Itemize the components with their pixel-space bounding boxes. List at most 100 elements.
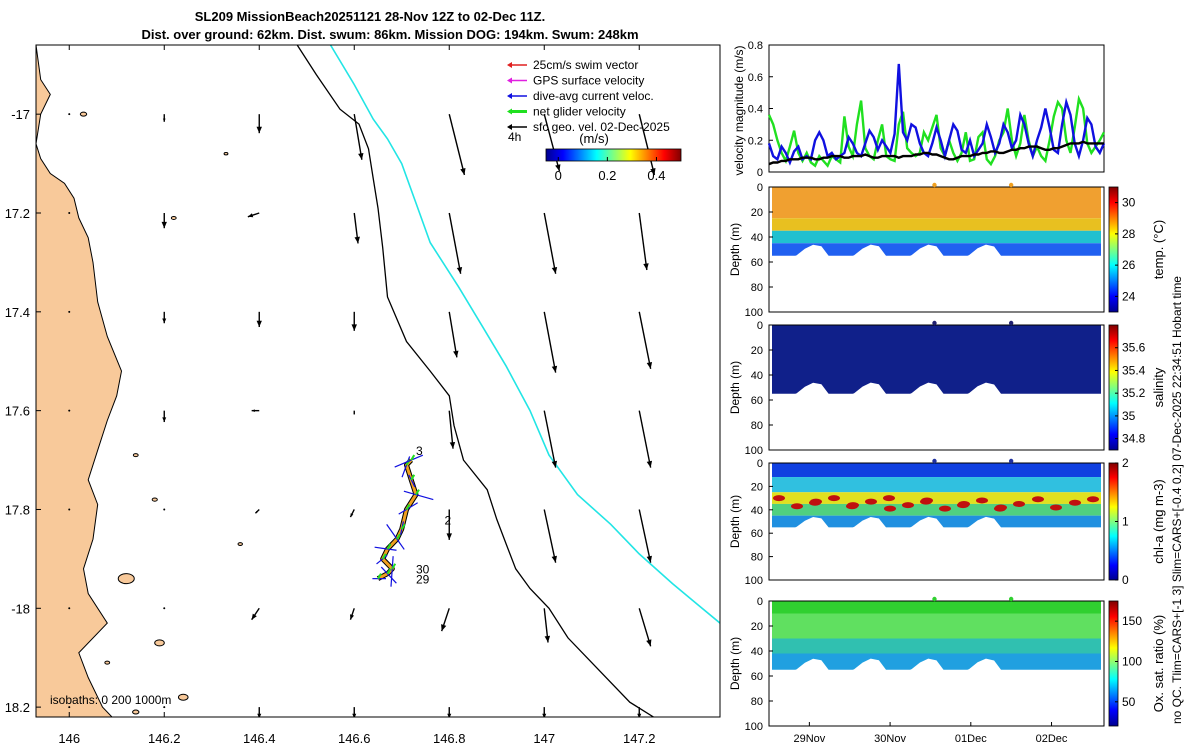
geo-arrow-head (646, 361, 653, 369)
time-xtick-label-0: 29Nov (793, 733, 825, 745)
geo-arrow-head (555, 164, 561, 172)
geo-arrow-head (256, 126, 262, 134)
island-10 (104, 660, 111, 665)
velocity-series-dive_avg (767, 63, 1106, 166)
temperature-colorbar (1108, 186, 1119, 313)
oxygen-ytick-label-0: 0 (757, 596, 763, 608)
dive-avg-vector (390, 568, 393, 587)
chl-max-patch (773, 495, 785, 502)
dive-avg-vector (411, 454, 424, 461)
geo-arrow-dot (68, 706, 71, 709)
time-xtick-label-3: 02Dec (1036, 733, 1068, 745)
island-0 (79, 111, 88, 117)
dive-avg-vector (398, 508, 407, 515)
geo-arrow-head (162, 318, 167, 324)
salinity-colorbar (1108, 324, 1119, 451)
map-ytick-label-0: -17 (11, 107, 30, 122)
dive-avg-vector (394, 459, 412, 468)
geo-arrow-dot (68, 310, 71, 313)
geo-arrow-head (162, 417, 167, 423)
oxygen-cbar-tick-label-1: 100 (1122, 654, 1142, 668)
chl-max-patch (976, 497, 988, 504)
salinity-ytick-label-5: 100 (745, 445, 763, 457)
oxygen-ytick-label-5: 100 (745, 721, 763, 733)
colorbar-tick-label-2: 0.4 (647, 168, 665, 183)
island-9 (132, 709, 140, 715)
legend-arrowhead-0 (507, 62, 512, 68)
chlorophyll-band-1 (772, 477, 1101, 493)
isobath-1000m (329, 45, 720, 624)
oxygen-band-0 (772, 601, 1101, 614)
oxygen-day-marker-0 (932, 596, 937, 602)
legend-label-3: net glider velocity (533, 105, 626, 119)
geo-arrow-head (358, 152, 364, 160)
map-xtick-label-3: 146.6 (338, 731, 371, 746)
dive-avg-vector (399, 529, 403, 535)
chl-max-patch (809, 499, 821, 506)
geo-arrow-dot (163, 607, 166, 610)
track-day-label-1: 2 (445, 513, 452, 527)
geo-arrow (543, 212, 557, 274)
geo-arrow-dot (68, 409, 71, 412)
map-ytick-label-5: -18 (11, 601, 30, 616)
geo-arrow (638, 608, 652, 647)
geo-arrow-dot (68, 212, 71, 214)
salinity-ytick-label-3: 60 (751, 395, 763, 407)
oxygen-ytick-label-1: 20 (751, 621, 763, 633)
geo-arrow-head (551, 555, 557, 563)
temperature-ytick-label-5: 100 (745, 307, 763, 319)
chlorophyll-cbar-label: chl-a (mg m-3) (1151, 479, 1166, 564)
island-2 (223, 152, 229, 156)
salinity-no-data-mask (769, 382, 1104, 450)
temperature-ylabel: Depth (m) (728, 223, 742, 276)
legend-label-0: 25cm/s swim vector (533, 58, 638, 72)
track-day-label-2: 30 (416, 563, 430, 577)
isobath-200m (296, 45, 654, 717)
velocity-ytick-label-3: 0.6 (748, 72, 763, 84)
geo-arrow-head (441, 624, 447, 632)
geo-arrow-head (161, 221, 167, 229)
salinity-ytick-label-2: 40 (751, 370, 763, 382)
temperature-band-2 (772, 230, 1101, 244)
geo-arrow-head (162, 118, 166, 122)
dive-avg-vector (374, 546, 388, 550)
chl-max-patch (846, 503, 858, 510)
chlorophyll-band-2 (772, 492, 1101, 504)
temperature-ytick-label-4: 80 (751, 282, 763, 294)
legend-arrowhead-1 (507, 77, 512, 84)
chlorophyll-ytick-label-5: 100 (745, 575, 763, 587)
oxygen-axes-frame (768, 600, 1105, 727)
geo-arrow (448, 311, 458, 358)
dive-avg-vector (380, 566, 388, 575)
map-ytick-label-1: 17.2 (5, 206, 30, 221)
velocity-ytick-label-0: 0 (757, 167, 763, 179)
salinity-ytick-label-0: 0 (757, 320, 763, 332)
temperature-day-marker-1 (1008, 182, 1014, 188)
geo-arrow (543, 509, 557, 563)
net-glider-vector (396, 533, 401, 540)
chlorophyll-band-0 (772, 463, 1101, 478)
net-glider-vector (410, 474, 416, 481)
geo-arrow-head (646, 639, 652, 647)
colorbar-side-label: 4h (508, 130, 521, 144)
oxygen-band-2 (772, 638, 1101, 654)
salinity-day-marker-1 (1008, 320, 1014, 326)
geo-arrow (638, 410, 652, 468)
chl-max-patch (902, 502, 914, 509)
legend-label-4: sfc geo. vel. 02-Dec-2025 (533, 120, 670, 134)
map-xtick-label-2: 146.4 (243, 731, 276, 746)
track-day-label-3: 29 (416, 573, 430, 587)
geo-arrow-dot (68, 607, 71, 610)
geo-arrow-head (255, 511, 258, 514)
geo-arrow-head (247, 213, 254, 218)
velocity-ytick-label-2: 0.4 (748, 104, 763, 116)
salinity-ylabel: Depth (m) (728, 361, 742, 414)
map-axes-frame (35, 44, 721, 718)
dive-avg-vector (403, 490, 417, 496)
map-ytick-label-2: 17.4 (5, 305, 30, 320)
island-4 (151, 497, 158, 502)
island-6 (117, 573, 135, 585)
chl-max-patch (920, 498, 932, 505)
chlorophyll-day-marker-0 (932, 458, 937, 464)
salinity-cbar-tick-label-1: 35 (1122, 409, 1136, 423)
